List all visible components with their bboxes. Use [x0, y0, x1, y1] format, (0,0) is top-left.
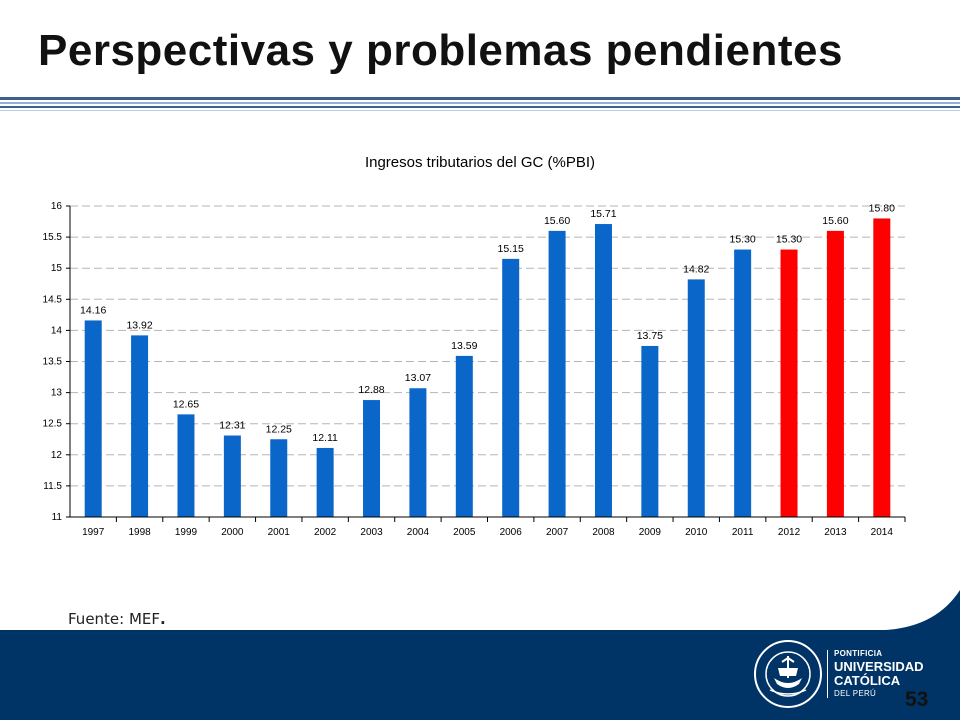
- y-tick-label: 11: [52, 512, 63, 523]
- title-rule: [0, 106, 960, 108]
- y-tick-label: 13: [51, 388, 63, 399]
- x-tick-label: 2009: [639, 527, 662, 538]
- university-line: PONTIFICIA: [834, 649, 883, 658]
- bar: [363, 400, 381, 517]
- source-text: Fuente: MEF: [68, 610, 161, 628]
- chart-title: Ingresos tributarios del GC (%PBI): [365, 154, 595, 171]
- y-tick-label: 12: [51, 450, 63, 461]
- source-period: .: [160, 610, 166, 628]
- y-tick-label: 11.5: [43, 481, 62, 492]
- y-tick-label: 12.5: [43, 419, 63, 430]
- data-label: 15.30: [729, 234, 755, 246]
- bar: [177, 414, 195, 517]
- university-line: CATÓLICA: [834, 673, 901, 688]
- x-tick-label: 2004: [407, 527, 430, 538]
- tax-revenue-bar-chart: Ingresos tributarios del GC (%PBI) 14.16…: [43, 154, 906, 538]
- x-tick-label: 2001: [268, 527, 291, 538]
- y-axis: 11 11.5 12 12.5 13 13.5 14 14.5 15 15.5 16: [43, 201, 71, 523]
- title-rule: [0, 102, 960, 104]
- slide-title: Perspectivas y problemas pendientes: [38, 26, 843, 75]
- page-number: 53: [905, 688, 929, 711]
- university-line: UNIVERSIDAD: [834, 659, 924, 674]
- logo-divider: [827, 650, 828, 698]
- x-tick-label: 1999: [175, 527, 198, 538]
- y-tick-label: 15: [51, 263, 63, 274]
- x-tick-label: 2008: [592, 527, 615, 538]
- x-tick-label: 2002: [314, 527, 337, 538]
- x-tick-label: 2013: [824, 527, 847, 538]
- bar: [409, 388, 427, 517]
- bar: [131, 335, 149, 517]
- bar: [641, 345, 659, 517]
- bar: [780, 249, 798, 517]
- x-tick-label: 2014: [871, 527, 894, 538]
- university-line: DEL PERÚ: [834, 689, 877, 698]
- bar: [734, 249, 752, 517]
- data-label: 15.60: [822, 215, 848, 227]
- bar: [455, 355, 473, 517]
- title-rule: [0, 110, 960, 111]
- university-name: PONTIFICIA UNIVERSIDAD CATÓLICA DEL PERÚ: [834, 650, 924, 698]
- bar: [548, 230, 566, 517]
- bar: [316, 447, 334, 517]
- bar: [594, 224, 612, 517]
- y-tick-label: 13.5: [43, 357, 63, 368]
- data-label: 13.59: [451, 340, 477, 352]
- bar: [687, 279, 705, 517]
- data-label: 13.75: [637, 330, 663, 342]
- x-tick-label: 2007: [546, 527, 569, 538]
- x-tick-label: 1998: [128, 527, 151, 538]
- bar: [223, 435, 241, 517]
- title-rule: [0, 97, 960, 100]
- bar: [502, 258, 520, 517]
- x-tick-label: 2000: [221, 527, 244, 538]
- data-label: 14.16: [80, 304, 106, 316]
- x-tick-label: 2003: [360, 527, 383, 538]
- x-tick-label: 2006: [500, 527, 523, 538]
- y-tick-label: 14.5: [43, 294, 63, 305]
- data-label: 12.88: [358, 384, 384, 396]
- data-label: 12.25: [266, 423, 292, 435]
- y-tick-label: 14: [51, 325, 63, 336]
- bar: [84, 320, 102, 517]
- university-seal-logo: [754, 640, 822, 708]
- chart-grid: [70, 205, 905, 487]
- chart-bars: 14.16 13.92 12.65 12.31 12.25 12.11 12.88 13.07…: [80, 202, 895, 517]
- x-tick-label: 2010: [685, 527, 708, 538]
- data-label: 14.82: [683, 263, 709, 275]
- x-tick-label: 2011: [732, 527, 754, 538]
- bar: [873, 218, 891, 517]
- y-tick-label: 15.5: [43, 232, 63, 243]
- x-axis: 1997 1998 1999 2000 2001 2002 2003 2004 2005 2006…: [70, 516, 906, 538]
- data-label: 15.80: [869, 202, 895, 214]
- data-label: 15.71: [590, 208, 616, 220]
- data-label: 12.31: [219, 420, 245, 432]
- source-note: Fuente: MEF.: [68, 610, 166, 628]
- y-tick-label: 16: [51, 201, 63, 212]
- bar: [826, 230, 844, 517]
- bar: [270, 439, 288, 517]
- x-tick-label: 1997: [82, 527, 105, 538]
- x-tick-label: 2005: [453, 527, 476, 538]
- data-label: 13.07: [405, 372, 431, 384]
- data-label: 15.60: [544, 215, 570, 227]
- data-label: 13.92: [126, 319, 152, 331]
- data-label: 15.30: [776, 234, 802, 246]
- x-tick-label: 2012: [778, 527, 801, 538]
- data-label: 12.11: [312, 432, 338, 444]
- data-label: 15.15: [498, 243, 524, 255]
- data-label: 12.65: [173, 398, 199, 410]
